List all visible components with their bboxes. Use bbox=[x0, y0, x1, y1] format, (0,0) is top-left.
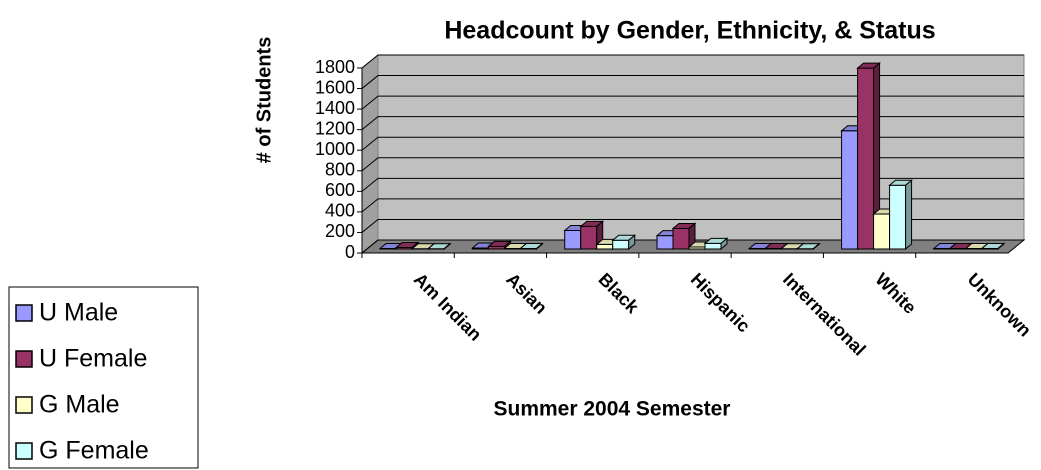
bar bbox=[611, 234, 637, 251]
bar bbox=[888, 179, 913, 251]
bar-front bbox=[873, 213, 891, 250]
x-tick-label: Black bbox=[595, 269, 644, 318]
x-tick-label: International bbox=[779, 269, 870, 360]
bar-side bbox=[443, 242, 451, 251]
x-tick-label: Asian bbox=[502, 269, 551, 318]
x-tick-label: White bbox=[871, 269, 920, 318]
bar-front bbox=[889, 184, 907, 250]
grid-line bbox=[361, 95, 1024, 110]
y-tick-label: 1800 bbox=[315, 57, 355, 77]
bar-side bbox=[812, 242, 820, 251]
grid-line bbox=[361, 75, 1024, 89]
bar bbox=[795, 242, 821, 251]
grid-line bbox=[361, 239, 1024, 254]
legend-label: U Female bbox=[39, 345, 147, 373]
y-tick-label: 1200 bbox=[315, 118, 355, 138]
bar-side bbox=[535, 242, 543, 251]
bar bbox=[579, 220, 605, 251]
grid-line bbox=[361, 136, 1024, 151]
y-tick-label: 1400 bbox=[315, 98, 355, 118]
legend-swatch bbox=[15, 304, 33, 322]
bar-front bbox=[857, 67, 875, 250]
bar-front bbox=[580, 225, 598, 250]
y-tick-label: 800 bbox=[325, 160, 355, 180]
bar bbox=[980, 242, 1006, 251]
x-axis-label: Summer 2004 Semester bbox=[494, 398, 731, 421]
bar-front bbox=[704, 242, 722, 250]
bar bbox=[703, 237, 729, 251]
y-tick-label: 200 bbox=[325, 221, 355, 241]
bar bbox=[519, 242, 544, 251]
y-tick-label: 1000 bbox=[315, 139, 355, 159]
grid-line bbox=[361, 177, 1024, 192]
bar-front bbox=[612, 239, 630, 250]
bar-side bbox=[628, 234, 636, 251]
x-tick-label: Unknown bbox=[964, 269, 1035, 340]
grid-line bbox=[361, 157, 1024, 172]
bar-side bbox=[905, 179, 913, 251]
bar-front bbox=[564, 230, 582, 250]
x-tick-label: Hispanic bbox=[687, 269, 754, 336]
bar bbox=[856, 62, 881, 251]
grid-line bbox=[361, 218, 1024, 233]
grid-line bbox=[361, 116, 1024, 131]
legend-box bbox=[8, 286, 199, 469]
legend-label: U Male bbox=[39, 299, 118, 327]
grid-line bbox=[361, 54, 1024, 69]
grid-line bbox=[361, 198, 1024, 213]
bar-front bbox=[596, 243, 614, 250]
y-tick-label: 600 bbox=[325, 180, 355, 200]
legend-swatch bbox=[15, 442, 33, 460]
bar bbox=[487, 240, 512, 251]
bar-front bbox=[841, 130, 859, 250]
bar-side bbox=[997, 242, 1005, 251]
legend-label: G Female bbox=[39, 437, 149, 465]
legend-swatch bbox=[15, 350, 33, 368]
y-tick-label: 400 bbox=[325, 201, 355, 221]
chart-title: Headcount by Gender, Ethnicity, & Status bbox=[444, 17, 935, 45]
bar-front bbox=[656, 235, 674, 250]
bar-side bbox=[720, 237, 728, 251]
legend-label: G Male bbox=[39, 391, 120, 419]
back-wall bbox=[377, 54, 1025, 241]
y-tick-label: 1600 bbox=[315, 77, 355, 97]
y-axis-label: # of Students bbox=[253, 37, 275, 164]
bar bbox=[426, 242, 452, 251]
x-tick-label: Am Indian bbox=[410, 269, 486, 345]
bar-front bbox=[672, 227, 690, 250]
legend-swatch bbox=[15, 396, 33, 414]
side-wall bbox=[361, 53, 379, 255]
y-tick-label: 0 bbox=[345, 242, 355, 262]
